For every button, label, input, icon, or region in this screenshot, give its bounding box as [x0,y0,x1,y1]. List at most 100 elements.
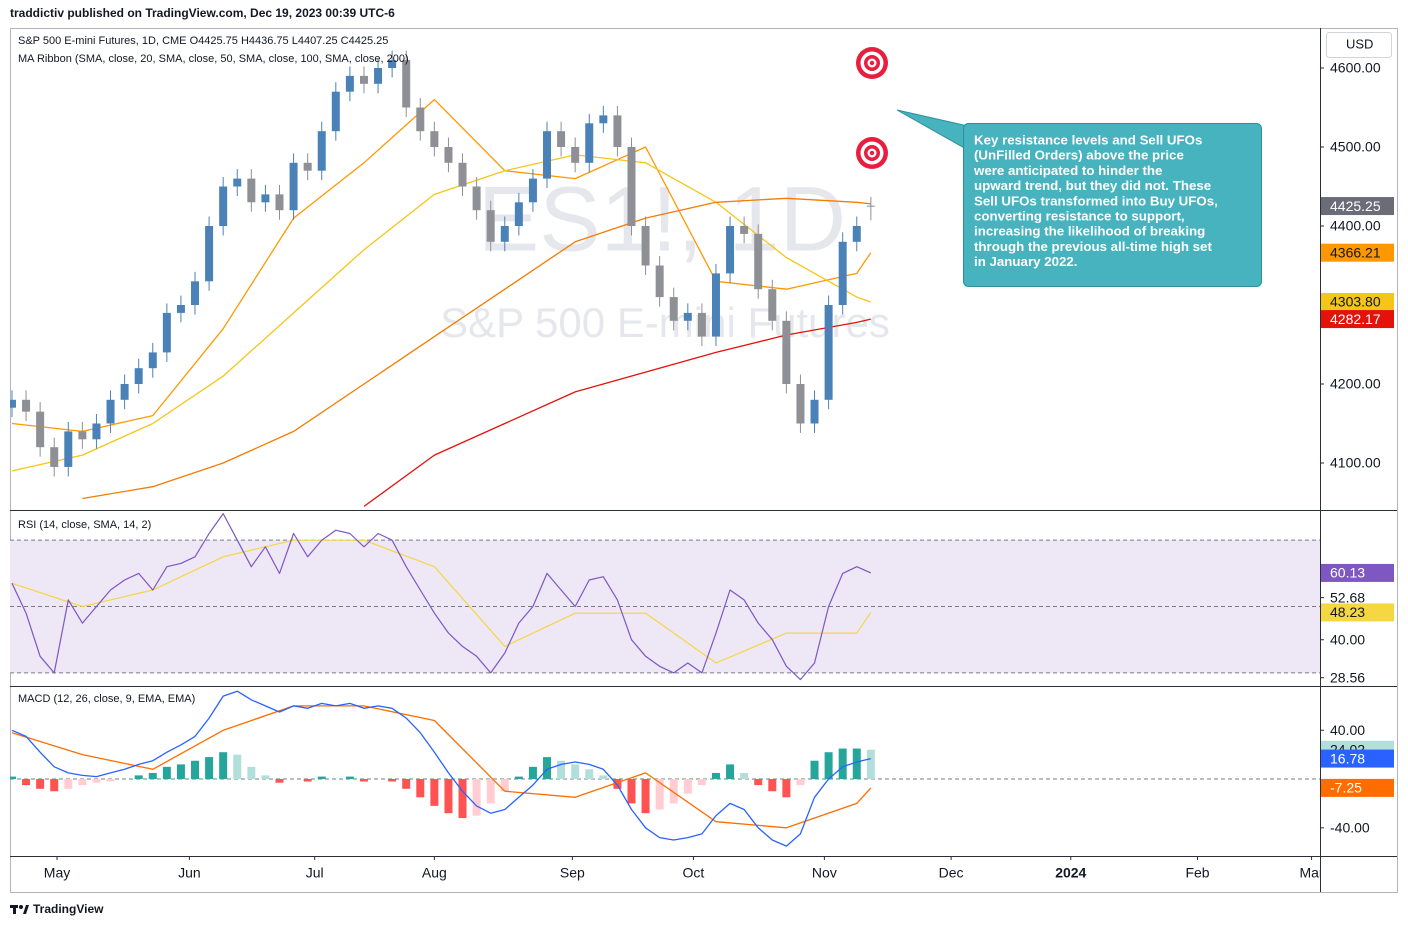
x-tick-label: Nov [812,865,837,881]
candle-body [697,312,706,337]
candle-body [176,304,185,313]
moving-average [363,318,871,507]
y-tick-label: 4600.00 [1330,60,1381,76]
histogram-bar [585,769,594,780]
y-tick-label: 4500.00 [1330,139,1381,155]
histogram-bar [219,752,228,780]
last-price-bg [1321,197,1394,216]
candle-body [205,225,214,282]
rsi-ma-last-value-bg [1321,603,1394,622]
ma-last-value: 4366.21 [1330,244,1381,260]
y-tick-label: 52.68 [1330,589,1365,605]
histogram-bar [683,779,692,794]
rsi-ma-last-value: 48.23 [1330,604,1365,620]
callout-line: converting resistance to support, [974,209,1185,224]
watermark-name: S&P 500 E-mini Futures [440,299,890,346]
candle-body [866,205,875,207]
y-tick-label: 4200.00 [1330,376,1381,392]
candle-body [726,225,735,274]
symbol-legend: S&P 500 E-mini Futures, 1D, CME O4425.75… [18,35,388,47]
currency-label[interactable]: USD [1346,36,1373,51]
histogram-bar [317,776,326,780]
callout-line: increasing the likelihood of breaking [974,224,1205,239]
histogram-bar [557,760,566,780]
footer-logo [10,905,29,914]
macd-legend: MACD (12, 26, close, 9, EMA, EMA) [18,693,195,705]
histogram-bar [711,772,720,780]
histogram-bar [134,775,143,780]
histogram-bar [472,779,481,816]
histogram-bar [824,752,833,780]
histogram-bar [176,764,185,780]
ma-last-value: 4282.17 [1330,311,1381,327]
candle-body [92,423,101,440]
callout-line: Sell UFOs transformed into Buy UFOs, [974,193,1218,208]
histogram-bar [726,764,735,780]
histogram-bar [866,749,875,780]
candle-body [585,123,594,163]
candle-body [472,186,481,211]
candle-body [162,312,171,353]
rsi-legend: RSI (14, close, SMA, 14, 2) [18,519,151,531]
histogram-bar [10,776,16,780]
callout-line: in January 2022. [974,254,1077,269]
x-tick-label: Mar [1299,865,1323,881]
candle-body [458,162,467,187]
target-icon [856,137,888,169]
histogram-bar [627,779,636,804]
candle-body [655,265,664,298]
candle-body [711,273,720,337]
candle-body [768,289,777,321]
x-tick-label: Aug [422,865,447,881]
callout-line: upward trend, but they did not. These [974,178,1211,193]
signal-last-value-bg [1321,778,1394,797]
candle-body [683,312,692,321]
candle-body [543,131,552,179]
histogram-bar [486,779,495,804]
candle-body [669,297,678,321]
candle-body [359,75,368,84]
y-tick-label: -40.00 [1330,820,1370,836]
candle-body [486,210,495,242]
histogram-bar [852,748,861,780]
moving-average [11,154,872,472]
macd-last-value-bg [1321,749,1394,768]
histogram-bar [528,766,537,780]
callout-line: were anticipated to hinder the [973,163,1162,178]
candle-body [810,399,819,424]
candle-body [416,107,425,132]
histogram-bar [92,779,101,783]
histogram-bar [36,779,45,789]
candle-body [120,383,129,400]
candle-body [571,146,580,163]
y-tick-label: 40.00 [1330,722,1365,738]
candle-body [134,368,143,384]
candle-body [514,202,523,226]
histogram-bar [22,779,31,786]
signal-last-value: -7.25 [1330,780,1362,796]
y-tick-label: 4400.00 [1330,218,1381,234]
candle-body [796,383,805,424]
last-price: 4425.25 [1330,198,1381,214]
price-pane [10,50,875,507]
histogram-bar [740,772,749,780]
candle-body [106,399,115,424]
candle-body [388,60,397,68]
rsi-pane [10,513,1320,681]
x-tick-label: Feb [1185,865,1209,881]
candle-body [402,60,411,108]
macd-last-value: 16.78 [1330,750,1365,766]
candle-body [148,352,157,369]
candle-body [78,431,87,440]
histogram-bar [599,775,608,780]
currency-button[interactable] [1326,32,1392,58]
histogram-bar [669,779,678,804]
watermark-symbol: ES1!, 1D [478,168,846,270]
candle-body [191,281,200,305]
callout-line: (UnFilled Orders) above the price [974,148,1184,163]
rsi-last-value-bg [1321,563,1394,582]
candle-body [275,194,284,211]
watermark: ES1!, 1D S&P 500 E-mini Futures [440,168,890,346]
